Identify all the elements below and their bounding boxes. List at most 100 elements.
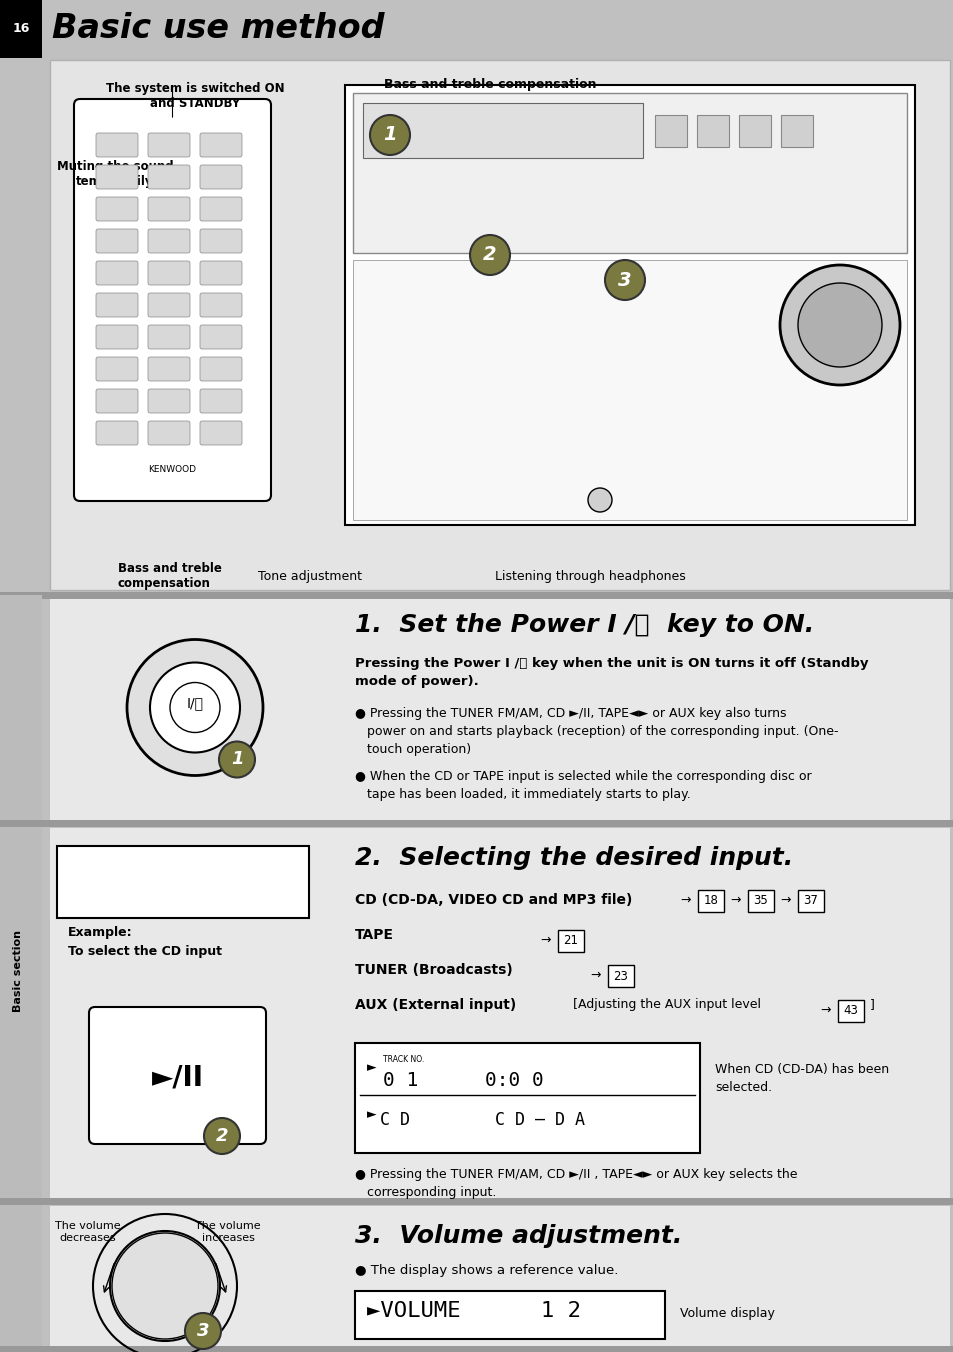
Circle shape	[204, 1118, 240, 1155]
Bar	[50, 59, 949, 589]
Text: 3.  Volume adjustment.: 3. Volume adjustment.	[355, 1224, 681, 1248]
Text: TUNER (Broadcasts): TUNER (Broadcasts)	[355, 963, 512, 977]
Text: Muting the sound
temporarily: Muting the sound temporarily	[56, 160, 173, 188]
Circle shape	[370, 115, 410, 155]
Text: 21: 21	[563, 934, 578, 948]
FancyBboxPatch shape	[148, 420, 190, 445]
FancyBboxPatch shape	[96, 293, 138, 316]
FancyBboxPatch shape	[96, 420, 138, 445]
FancyBboxPatch shape	[74, 99, 271, 502]
Text: TAPE: TAPE	[355, 927, 394, 942]
Bar	[698, 890, 723, 913]
Text: ►: ►	[367, 1109, 376, 1121]
FancyBboxPatch shape	[96, 165, 138, 189]
Text: Basic use method: Basic use method	[52, 12, 384, 46]
Bar	[363, 103, 642, 158]
Text: ● When the CD or TAPE input is selected while the corresponding disc or
   tape : ● When the CD or TAPE input is selected …	[355, 771, 811, 800]
Bar	[837, 1000, 863, 1022]
FancyBboxPatch shape	[200, 261, 242, 285]
Circle shape	[127, 639, 263, 776]
Bar	[0, 592, 953, 599]
Bar	[797, 890, 823, 913]
Bar	[355, 1042, 700, 1153]
Text: ►: ►	[367, 1061, 376, 1073]
Bar	[697, 115, 728, 147]
Text: The volume
decreases: The volume decreases	[55, 1221, 121, 1244]
Bar	[558, 930, 583, 952]
Bar	[747, 890, 773, 913]
Text: Pressing the Power I /⏻ key when the unit is ON turns it off (Standby
mode of po: Pressing the Power I /⏻ key when the uni…	[355, 657, 867, 688]
Circle shape	[470, 235, 510, 274]
Text: ● Pressing the TUNER FM/AM, CD ►/II, TAPE◄► or AUX key also turns
   power on an: ● Pressing the TUNER FM/AM, CD ►/II, TAP…	[355, 707, 838, 756]
Bar	[50, 827, 949, 1198]
FancyBboxPatch shape	[200, 228, 242, 253]
Text: C D: C D	[379, 1111, 410, 1129]
Text: [Adjusting the AUX input level: [Adjusting the AUX input level	[573, 998, 760, 1011]
Text: →: →	[540, 933, 551, 946]
FancyBboxPatch shape	[96, 389, 138, 412]
Text: TRACK NO.: TRACK NO.	[382, 1055, 424, 1064]
FancyBboxPatch shape	[200, 165, 242, 189]
FancyBboxPatch shape	[96, 197, 138, 220]
Text: 2.  Selecting the desired input.: 2. Selecting the desired input.	[355, 846, 792, 869]
FancyBboxPatch shape	[96, 324, 138, 349]
Text: 1: 1	[231, 750, 243, 768]
Text: →: →	[780, 894, 790, 906]
Text: ]: ]	[869, 998, 874, 1011]
FancyBboxPatch shape	[148, 132, 190, 157]
Text: 1.  Set the Power I /⏻  key to ON.: 1. Set the Power I /⏻ key to ON.	[355, 612, 814, 637]
FancyBboxPatch shape	[200, 293, 242, 316]
Text: →: →	[590, 968, 600, 982]
Text: ● The display shows a reference value.: ● The display shows a reference value.	[355, 1264, 618, 1278]
Bar	[345, 85, 914, 525]
Circle shape	[780, 265, 899, 385]
Text: ►VOLUME      1 2: ►VOLUME 1 2	[367, 1301, 580, 1321]
FancyBboxPatch shape	[148, 324, 190, 349]
FancyBboxPatch shape	[148, 228, 190, 253]
Text: →: →	[680, 894, 691, 906]
Text: 2: 2	[215, 1128, 228, 1145]
Text: CD (CD-DA, VIDEO CD and MP3 file): CD (CD-DA, VIDEO CD and MP3 file)	[355, 894, 632, 907]
Text: 3: 3	[618, 270, 631, 289]
Text: Bass and treble compensation: Bass and treble compensation	[383, 78, 596, 91]
Bar	[353, 93, 906, 253]
Text: 3: 3	[196, 1322, 209, 1340]
Text: Listening through headphones: Listening through headphones	[494, 571, 684, 583]
Text: Example:
To select the CD input: Example: To select the CD input	[68, 926, 222, 959]
Text: C D – D A: C D – D A	[495, 1111, 584, 1129]
Bar	[0, 0, 953, 58]
FancyBboxPatch shape	[200, 132, 242, 157]
Text: 37: 37	[802, 895, 818, 907]
FancyBboxPatch shape	[96, 228, 138, 253]
Text: Tone adjustment: Tone adjustment	[257, 571, 361, 583]
Text: The system is switched ON
and STANDBY: The system is switched ON and STANDBY	[106, 82, 284, 110]
Text: 0:0 0: 0:0 0	[484, 1071, 543, 1090]
Text: Volume display: Volume display	[679, 1306, 774, 1320]
Text: 35: 35	[753, 895, 767, 907]
Text: 16: 16	[12, 23, 30, 35]
Text: When CD (CD-DA) has been
selected.: When CD (CD-DA) has been selected.	[714, 1063, 888, 1094]
FancyBboxPatch shape	[200, 324, 242, 349]
Text: 0 1: 0 1	[382, 1071, 417, 1090]
Bar	[57, 846, 309, 918]
FancyBboxPatch shape	[89, 1007, 266, 1144]
FancyBboxPatch shape	[148, 165, 190, 189]
Text: KENWOOD: KENWOOD	[149, 465, 196, 475]
FancyBboxPatch shape	[148, 261, 190, 285]
Bar	[353, 260, 906, 521]
Text: 1: 1	[383, 126, 396, 145]
Bar	[0, 821, 953, 827]
Circle shape	[797, 283, 882, 366]
Text: I/⏻: I/⏻	[186, 696, 203, 711]
Text: →: →	[820, 1003, 830, 1017]
FancyBboxPatch shape	[148, 293, 190, 316]
Bar	[0, 1198, 953, 1205]
FancyBboxPatch shape	[96, 357, 138, 381]
Text: 23: 23	[613, 969, 628, 983]
Text: Bass and treble
compensation: Bass and treble compensation	[118, 562, 222, 589]
Bar	[50, 1206, 949, 1347]
Text: 18: 18	[702, 895, 718, 907]
FancyBboxPatch shape	[148, 357, 190, 381]
Text: AUX (External input): AUX (External input)	[355, 998, 516, 1013]
Circle shape	[112, 1233, 218, 1338]
